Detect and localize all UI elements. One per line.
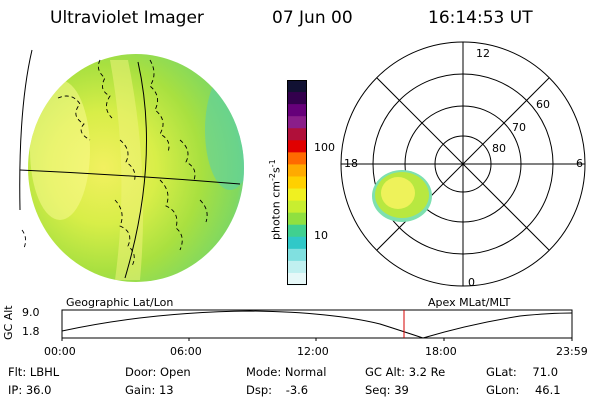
apex-label: Apex MLat/MLT (428, 296, 511, 309)
colorbar-segment (287, 200, 307, 214)
info-dsp: Dsp: -3.6 (246, 383, 309, 397)
mlat-label-60: 60 (536, 98, 550, 111)
colorbar-segment (287, 272, 307, 286)
polar-mlt-plot (340, 41, 586, 287)
coastline (199, 199, 208, 223)
colorbar-segment (287, 140, 307, 153)
coastline (119, 139, 136, 183)
mlt-label-18: 18 (344, 157, 358, 170)
info-glon: GLon: 46.1 (486, 383, 561, 397)
time-tick-12: 12:00 (297, 345, 329, 358)
colorbar-tick-10: 10 (314, 229, 328, 242)
colorbar-segment (287, 248, 307, 262)
image-date: 07 Jun 00 (272, 8, 353, 28)
altitude-axis-label: GC Alt (2, 305, 15, 340)
geographic-image (19, 49, 244, 282)
geographic-label: Geographic Lat/Lon (66, 296, 174, 309)
info-mode: Mode: Normal (246, 365, 327, 379)
instrument-title: Ultraviolet Imager (50, 8, 204, 28)
colorbar-segment (287, 164, 307, 178)
coastline (179, 139, 196, 181)
colorbar-segment (287, 128, 307, 141)
altitude-tick-1-8: 1.8 (22, 325, 40, 338)
image-time: 16:14:53 UT (428, 8, 533, 28)
colorbar-segment (287, 224, 307, 238)
meridian-line (19, 49, 33, 211)
colorbar-segment (287, 104, 307, 117)
colorbar-segment (287, 152, 307, 166)
colorbar-tick-100: 100 (314, 141, 335, 154)
altitude-tick-9: 9.0 (22, 306, 40, 319)
time-tick-00: 00:00 (44, 345, 76, 358)
mlt-label-6: 6 (576, 157, 583, 170)
mlt-label-12: 12 (476, 47, 490, 60)
time-tick-06: 06:00 (170, 345, 202, 358)
colorbar-segment (287, 260, 307, 274)
colorbar-label: photon cm-2s-1 (268, 159, 283, 240)
colorbar-segment (287, 92, 307, 105)
colorbar-segment (287, 188, 307, 202)
info-door: Door: Open (125, 365, 191, 379)
auroral-patch (372, 170, 432, 222)
colorbar-frame (287, 80, 307, 285)
meridian-line (124, 61, 147, 279)
colorbar-segment (287, 236, 307, 250)
equator-line (19, 169, 241, 185)
colorbar-segment (287, 116, 307, 129)
info-flt: Flt: LBHL (8, 365, 60, 379)
plot-frame (61, 309, 573, 339)
info-gc-alt: GC Alt: 3.2 Re (365, 365, 446, 379)
info-gain: Gain: 13 (125, 383, 174, 397)
orbit-altitude-plot (61, 309, 573, 341)
altitude-curve (61, 310, 573, 339)
colorbar-segment (287, 176, 307, 190)
coastline (159, 179, 183, 251)
info-ip: IP: 36.0 (8, 383, 52, 397)
coastline (21, 229, 27, 249)
colorbar-segment (287, 80, 307, 93)
mlt-label-0: 0 (468, 276, 475, 289)
coastline (114, 199, 135, 267)
info-glat: GLat: 71.0 (486, 365, 559, 379)
mlat-label-70: 70 (512, 121, 526, 134)
coastline (97, 59, 113, 119)
time-tick-18: 18:00 (425, 345, 457, 358)
color-scale-bar (287, 80, 307, 286)
info-seq: Seq: 39 (365, 383, 409, 397)
mlat-label-80: 80 (492, 142, 506, 155)
coastline (57, 95, 91, 141)
colorbar-segment (287, 212, 307, 226)
time-tick-2359: 23:59 (556, 345, 588, 358)
